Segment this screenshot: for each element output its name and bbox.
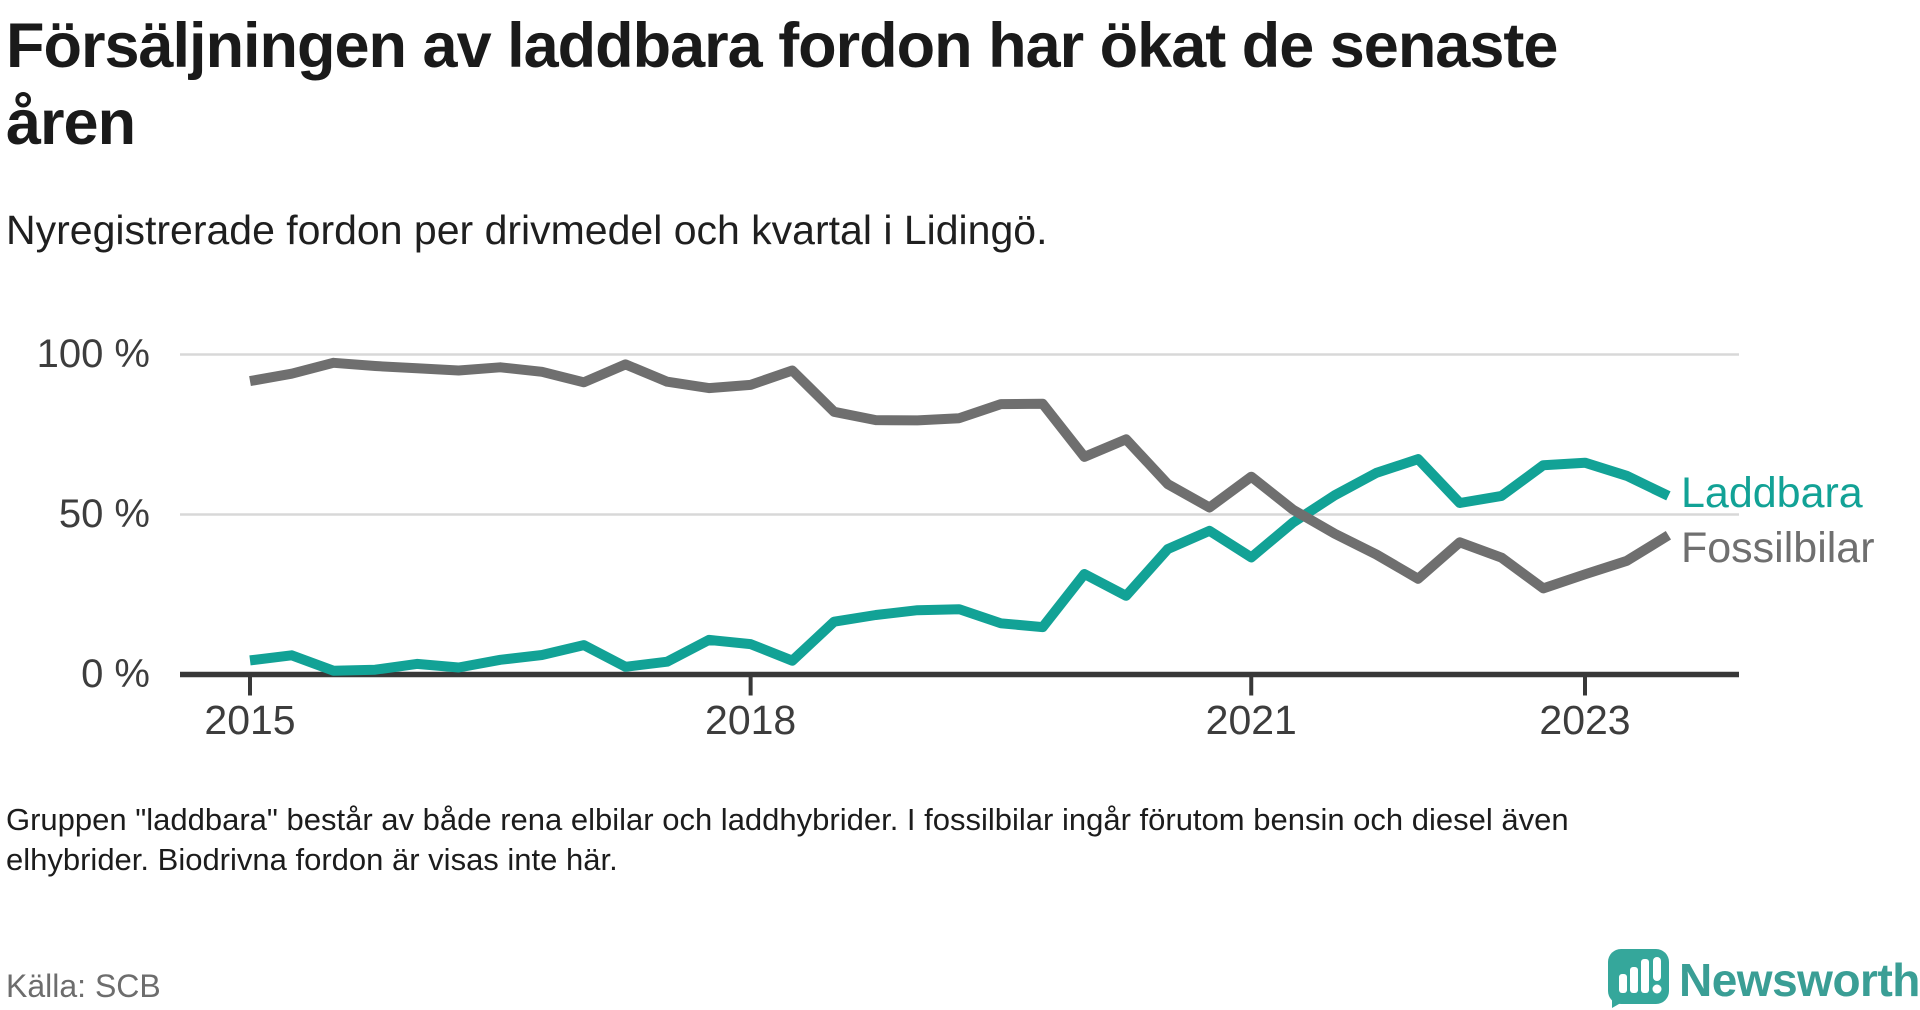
- x-axis-label: 2023: [1539, 697, 1631, 743]
- x-axis-label: 2018: [705, 697, 797, 743]
- axis-ticks: [248, 676, 1587, 696]
- newsworthy-logo-icon: [1608, 949, 1669, 1008]
- footnote-line-1: Gruppen "laddbara" består av både rena e…: [6, 802, 1569, 837]
- laddbara-line: [249, 454, 1671, 676]
- title-line-2: åren: [6, 88, 136, 158]
- chart-footnote: Gruppen "laddbara" består av både rena e…: [6, 800, 1766, 880]
- footnote-line-2: elhybrider. Biodrivna fordon är visas in…: [6, 842, 618, 877]
- fossilbilar-line: [249, 357, 1672, 594]
- y-axis-label: 50 %: [58, 491, 150, 536]
- page-title: Försäljningen av laddbara fordon har öka…: [6, 8, 1826, 162]
- x-axis-label: 2015: [204, 697, 296, 743]
- y-axis-label: 0 %: [81, 651, 150, 696]
- title-line-1: Försäljningen av laddbara fordon har öka…: [6, 11, 1558, 81]
- newsworthy-wordmark: Newsworthy: [1679, 954, 1920, 1006]
- x-axis-label: 2021: [1205, 697, 1297, 743]
- chart-subtitle: Nyregistrerade fordon per drivmedel och …: [6, 207, 1048, 253]
- y-axis-label: 100 %: [36, 331, 150, 376]
- series-label-fossilbilar: Fossilbilar: [1681, 524, 1875, 573]
- data-lines: [249, 357, 1672, 676]
- series-label-laddbara: Laddbara: [1681, 468, 1863, 517]
- gridlines: [180, 353, 1739, 678]
- source-note: Källa: SCB: [6, 968, 161, 1004]
